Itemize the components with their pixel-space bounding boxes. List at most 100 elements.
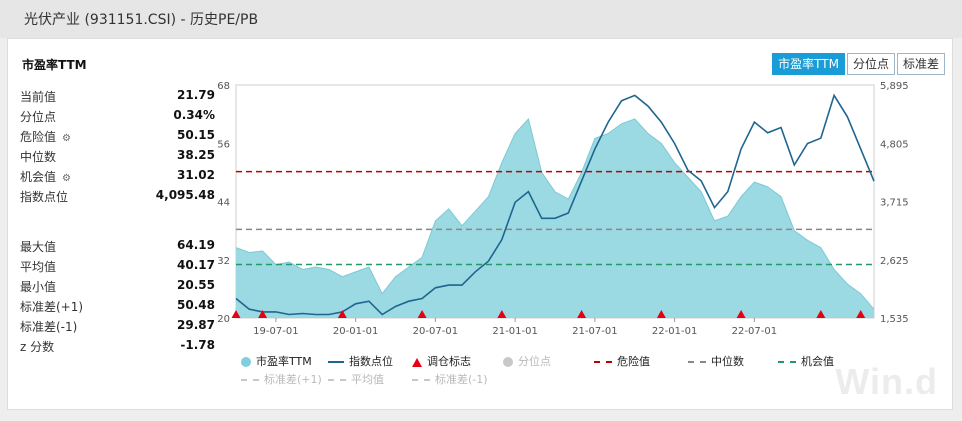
y-left-tick-label: 56 bbox=[217, 139, 230, 150]
gear-icon[interactable]: ⚙ bbox=[62, 173, 71, 184]
stat-current-value: 4,095.48 bbox=[155, 188, 215, 202]
stat-summary-row: 标准差(+1) 50.48 bbox=[20, 298, 215, 316]
y-right-tick-label: 5,895 bbox=[880, 81, 909, 92]
legend-label: 指数点位 bbox=[349, 355, 393, 368]
stat-summary-value: 29.87 bbox=[177, 318, 215, 332]
y-left-tick-label: 68 bbox=[217, 81, 230, 92]
stat-summary-label: 最大值 bbox=[20, 240, 57, 254]
window-title: 光伏产业 (931151.CSI) - 历史PE/PB bbox=[24, 12, 259, 28]
legend-item[interactable]: 市盈率TTM bbox=[241, 353, 312, 369]
legend-triangle-icon bbox=[412, 357, 422, 367]
legend-label: 调仓标志 bbox=[427, 355, 471, 368]
legend-dot-icon bbox=[241, 357, 251, 367]
legend-dash-icon bbox=[778, 361, 796, 363]
tab-percentile[interactable]: 分位点 bbox=[846, 53, 895, 75]
rebalance-marker bbox=[417, 310, 427, 318]
stat-current-label: 中位数 bbox=[20, 150, 57, 164]
legend-label: 平均值 bbox=[351, 373, 384, 386]
stat-current-row: 当前值 21.79 bbox=[20, 88, 215, 106]
pe-ttm-line bbox=[235, 117, 875, 310]
stats-title: 市盈率TTM bbox=[22, 58, 87, 72]
stat-summary-value: 50.48 bbox=[177, 298, 215, 312]
tab-pe-ttm[interactable]: 市盈率TTM bbox=[772, 53, 845, 75]
y-right-tick-label: 3,715 bbox=[880, 198, 909, 209]
legend-dash-icon bbox=[594, 361, 612, 363]
y-right-tick-label: 4,805 bbox=[880, 139, 909, 150]
valuation-panel: 市盈率TTM 当前值 21.79 分位点 0.34% 危险值 ⚙ 50.15 中位数 38.25… bbox=[7, 38, 953, 410]
stat-current-label: 当前值 bbox=[20, 90, 57, 104]
rebalance-marker bbox=[656, 310, 666, 318]
legend-line-icon bbox=[328, 361, 344, 363]
stat-current-row: 指数点位 4,095.48 bbox=[20, 188, 215, 206]
x-tick-label: 19-07-01 bbox=[253, 326, 298, 337]
stat-summary-row: 最大值 64.19 bbox=[20, 238, 215, 256]
stat-summary-row: 最小值 20.55 bbox=[20, 278, 215, 296]
rebalance-marker bbox=[258, 310, 268, 318]
x-tick-label: 21-01-01 bbox=[492, 326, 537, 337]
legend-dash-icon bbox=[688, 361, 706, 363]
y-left-tick-label: 44 bbox=[217, 198, 230, 209]
rebalance-marker bbox=[497, 310, 507, 318]
stat-summary-value: 64.19 bbox=[177, 238, 215, 252]
stat-summary-value: 40.17 bbox=[177, 258, 215, 272]
legend-dash-icon bbox=[328, 379, 346, 381]
legend-item[interactable]: 标准差(+1) bbox=[241, 371, 322, 387]
tab-std-dev[interactable]: 标准差 bbox=[896, 53, 945, 75]
stat-current-value: 21.79 bbox=[177, 88, 215, 102]
legend-item[interactable]: 标准差(-1) bbox=[412, 371, 488, 387]
legend-item[interactable]: 平均值 bbox=[328, 371, 384, 387]
stat-current-row: 分位点 0.34% bbox=[20, 108, 215, 126]
rebalance-marker bbox=[337, 310, 347, 318]
gear-icon[interactable]: ⚙ bbox=[62, 133, 71, 144]
legend-item[interactable]: 中位数 bbox=[688, 353, 744, 369]
legend-label: 中位数 bbox=[711, 355, 744, 368]
rebalance-marker bbox=[231, 310, 241, 318]
stat-current-label: 机会值 ⚙ bbox=[20, 170, 71, 184]
x-tick-label: 20-01-01 bbox=[333, 326, 378, 337]
stat-summary-row: z 分数 -1.78 bbox=[20, 338, 215, 356]
y-left-tick-label: 32 bbox=[217, 256, 230, 267]
stat-current-row: 中位数 38.25 bbox=[20, 148, 215, 166]
y-right-tick-label: 1,535 bbox=[880, 314, 909, 325]
stat-summary-value: 20.55 bbox=[177, 278, 215, 292]
rebalance-marker bbox=[816, 310, 826, 318]
rebalance-marker bbox=[856, 310, 866, 318]
legend-item[interactable]: 调仓标志 bbox=[412, 353, 471, 369]
stat-current-label: 指数点位 bbox=[20, 190, 69, 204]
legend-label: 分位点 bbox=[518, 355, 551, 368]
legend-item[interactable]: 危险值 bbox=[594, 353, 650, 369]
legend-label: 标准差(+1) bbox=[264, 373, 322, 386]
x-tick-label: 21-07-01 bbox=[572, 326, 617, 337]
y-right-tick-label: 2,625 bbox=[880, 256, 909, 267]
window-title-bar: 光伏产业 (931151.CSI) - 历史PE/PB bbox=[0, 0, 962, 38]
stat-summary-label: 标准差(-1) bbox=[20, 320, 78, 334]
stat-summary-value: -1.78 bbox=[180, 338, 215, 352]
stat-current-value: 50.15 bbox=[177, 128, 215, 142]
legend-label: 市盈率TTM bbox=[256, 355, 312, 368]
stat-summary-label: 标准差(+1) bbox=[20, 300, 84, 314]
legend-dot-icon bbox=[503, 357, 513, 367]
stat-current-row: 危险值 ⚙ 50.15 bbox=[20, 128, 215, 146]
legend-dash-icon bbox=[241, 379, 259, 381]
legend-label: 危险值 bbox=[617, 355, 650, 368]
stat-current-value: 31.02 bbox=[177, 168, 215, 182]
legend-item[interactable]: 机会值 bbox=[778, 353, 834, 369]
legend-label: 标准差(-1) bbox=[435, 373, 488, 386]
rebalance-marker bbox=[577, 310, 587, 318]
watermark: Win.d bbox=[835, 361, 938, 402]
metric-tabs: 市盈率TTM 分位点 标准差 bbox=[770, 53, 945, 75]
x-tick-label: 22-01-01 bbox=[652, 326, 697, 337]
legend-dash-icon bbox=[412, 379, 430, 381]
stat-summary-label: 平均值 bbox=[20, 260, 57, 274]
stat-summary-row: 标准差(-1) 29.87 bbox=[20, 318, 215, 336]
stat-current-label: 分位点 bbox=[20, 110, 57, 124]
stat-summary-row: 平均值 40.17 bbox=[20, 258, 215, 276]
stat-current-value: 0.34% bbox=[173, 108, 215, 122]
stat-current-row: 机会值 ⚙ 31.02 bbox=[20, 168, 215, 186]
rebalance-marker bbox=[736, 310, 746, 318]
pe-history-chart: 20 32 44 56 68 1,535 2,625 3,715 4,805 5,895 19-07… bbox=[217, 81, 909, 337]
legend-item[interactable]: 指数点位 bbox=[328, 353, 393, 369]
y-left-tick-label: 20 bbox=[217, 314, 230, 325]
x-tick-label: 20-07-01 bbox=[413, 326, 458, 337]
legend-item[interactable]: 分位点 bbox=[503, 353, 551, 369]
